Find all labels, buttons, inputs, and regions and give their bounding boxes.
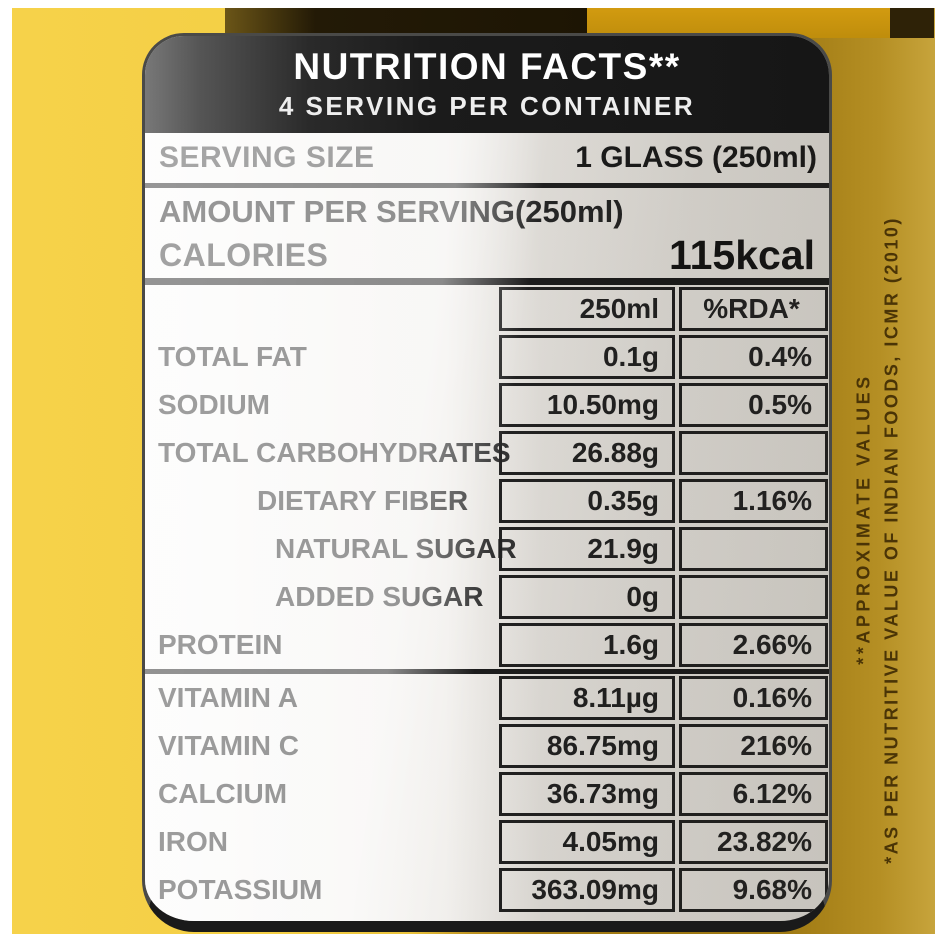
serving-size-row: SERVING SIZE 1 GLASS (250ml)	[145, 133, 829, 188]
nutrient-name: ADDED SUGAR	[275, 581, 484, 612]
nutrient-row: CALCIUM 36.73mg 6.12%	[145, 770, 829, 818]
amount-per-serving-label: AMOUNT PER SERVING(250ml)	[159, 194, 624, 229]
side-note-source: *AS PER NUTRITIVE VALUE OF INDIAN FOODS,…	[881, 216, 902, 864]
calories-row: CALORIES 115kcal	[145, 232, 829, 285]
nutrient-amount: 26.88g	[499, 431, 675, 475]
nutrient-amount: 86.75mg	[499, 724, 675, 768]
nutrient-name: PROTEIN	[158, 629, 283, 660]
nutrient-rows: TOTAL FAT 0.1g 0.4% SODIUM 10.50mg 0.5% …	[145, 333, 829, 914]
nutrient-row: NATURAL SUGAR 21.9g	[145, 525, 829, 573]
nutrient-rda	[679, 527, 828, 571]
nutrient-row: PROTEIN 1.6g 2.66%	[145, 621, 829, 669]
nutrient-rda: 0.4%	[679, 335, 828, 379]
nutrient-amount: 36.73mg	[499, 772, 675, 816]
nutrient-amount: 21.9g	[499, 527, 675, 571]
amount-per-serving-row: AMOUNT PER SERVING(250ml)	[145, 188, 829, 232]
nutrient-name: SODIUM	[158, 389, 270, 420]
nutrient-name: VITAMIN C	[158, 730, 300, 761]
nutrient-amount: 363.09mg	[499, 868, 675, 912]
nutrient-name: NATURAL SUGAR	[275, 533, 517, 564]
nutrient-name: TOTAL FAT	[158, 341, 307, 372]
nutrient-amount: 10.50mg	[499, 383, 675, 427]
nutrient-rda	[679, 431, 828, 475]
nutrient-rda	[679, 575, 828, 619]
nutrient-row: VITAMIN A 8.11µg 0.16%	[145, 674, 829, 722]
column-header-rda: %RDA*	[679, 287, 828, 331]
table-header-row: 250ml %RDA*	[145, 285, 829, 333]
nutrient-name: IRON	[158, 826, 228, 857]
nutrient-table: 250ml %RDA* TOTAL FAT 0.1g 0.4% SODIUM 1…	[145, 285, 829, 914]
nutrient-row: TOTAL FAT 0.1g 0.4%	[145, 333, 829, 381]
table-header-spacer	[145, 285, 495, 333]
nutrient-row: TOTAL CARBOHYDRATES 26.88g	[145, 429, 829, 477]
nutrient-name: VITAMIN A	[158, 682, 298, 713]
nutrient-amount: 8.11µg	[499, 676, 675, 720]
nutrient-name: TOTAL CARBOHYDRATES	[158, 437, 511, 468]
nutrient-row: ADDED SUGAR 0g	[145, 573, 829, 621]
top-corner-shadow	[890, 8, 934, 38]
calories-value: 115kcal	[669, 231, 815, 278]
nutrient-name: DIETARY FIBER	[257, 485, 469, 516]
nutrient-row: POTASSIUM 363.09mg 9.68%	[145, 866, 829, 914]
nutrient-amount: 0g	[499, 575, 675, 619]
column-header-volume: 250ml	[499, 287, 675, 331]
servings-per-container: 4 SERVING PER CONTAINER	[278, 90, 696, 121]
nutrient-row: VITAMIN C 86.75mg 216%	[145, 722, 829, 770]
serving-size-value: 1 GLASS (250ml)	[575, 141, 817, 174]
nutrient-rda: 2.66%	[679, 623, 828, 667]
calories-label: CALORIES	[159, 236, 329, 273]
side-note-approximate: **APPROXIMATE VALUES	[853, 373, 874, 665]
nutrient-amount: 0.35g	[499, 479, 675, 523]
nutrient-amount: 1.6g	[499, 623, 675, 667]
nutrient-rda: 0.16%	[679, 676, 828, 720]
nutrient-amount: 4.05mg	[499, 820, 675, 864]
nutrient-row: IRON 4.05mg 23.82%	[145, 818, 829, 866]
nutrient-rda: 0.5%	[679, 383, 828, 427]
nutrient-rda: 216%	[679, 724, 828, 768]
nutrition-facts-panel: NUTRITION FACTS** 4 SERVING PER CONTAINE…	[142, 33, 832, 932]
nutrient-rda: 6.12%	[679, 772, 828, 816]
nutrient-row: SODIUM 10.50mg 0.5%	[145, 381, 829, 429]
nutrition-facts-title: NUTRITION FACTS**	[293, 46, 681, 87]
label-header: NUTRITION FACTS** 4 SERVING PER CONTAINE…	[145, 36, 829, 133]
nutrient-rda: 23.82%	[679, 820, 828, 864]
nutrient-rda: 9.68%	[679, 868, 828, 912]
nutrient-name: POTASSIUM	[158, 874, 323, 905]
serving-size-label: SERVING SIZE	[159, 141, 375, 174]
nutrient-rda: 1.16%	[679, 479, 828, 523]
nutrient-row: DIETARY FIBER 0.35g 1.16%	[145, 477, 829, 525]
nutrient-amount: 0.1g	[499, 335, 675, 379]
nutrient-name: CALCIUM	[158, 778, 288, 809]
